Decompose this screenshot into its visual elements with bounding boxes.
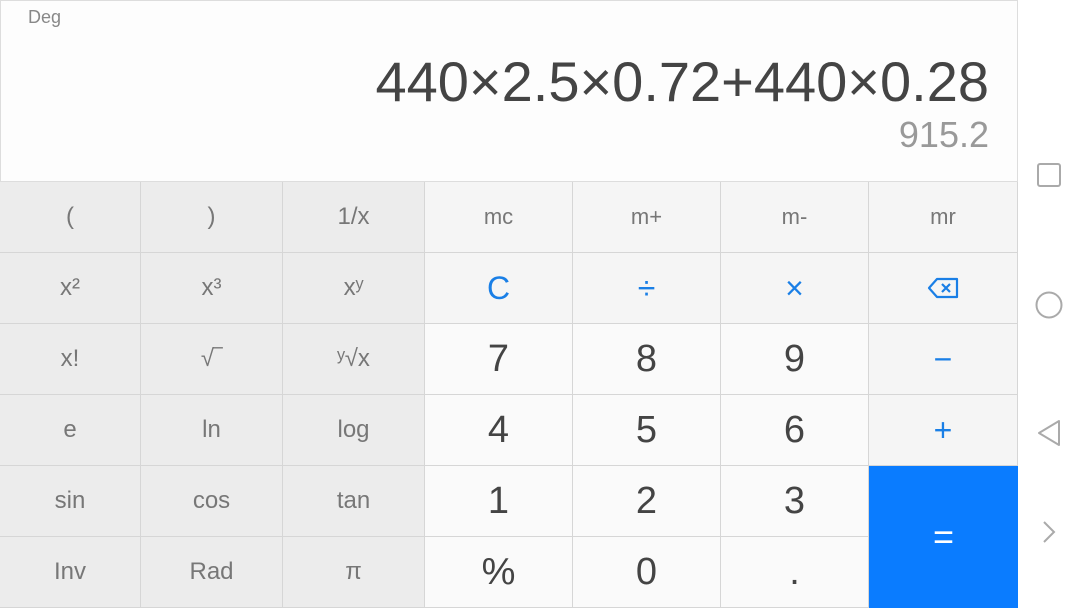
key-label: . <box>789 550 800 593</box>
digit-3-button[interactable]: 3 <box>721 466 869 537</box>
expression[interactable]: 440×2.5×0.72+440×0.28 <box>375 50 989 113</box>
close-paren-button[interactable]: ) <box>141 182 283 253</box>
key-label: 3 <box>783 479 806 522</box>
key-label: + <box>933 411 953 448</box>
key-label: e <box>63 416 77 443</box>
key-label: m+ <box>630 204 663 229</box>
key-label: xʸ <box>343 274 364 301</box>
rad-button[interactable]: Rad <box>141 537 283 608</box>
power-button[interactable]: xʸ <box>283 253 425 324</box>
key-label: C <box>486 269 511 306</box>
minus-button[interactable]: − <box>869 324 1018 395</box>
key-label: 1 <box>487 479 510 522</box>
angle-mode-indicator: Deg <box>28 7 62 27</box>
tan-button[interactable]: tan <box>283 466 425 537</box>
percent-button[interactable]: % <box>425 537 573 608</box>
root-button[interactable]: ʸ√x <box>283 324 425 395</box>
key-label: 5 <box>635 408 658 451</box>
clear-button[interactable]: C <box>425 253 573 324</box>
key-label: % <box>481 550 516 593</box>
equals-button[interactable]: = <box>869 466 1018 608</box>
memory-clear-button[interactable]: mc <box>425 182 573 253</box>
digit-1-button[interactable]: 1 <box>425 466 573 537</box>
key-label: tan <box>336 487 371 514</box>
key-label: 0 <box>635 550 658 593</box>
back-icon <box>1038 420 1060 446</box>
display: Deg 440×2.5×0.72+440×0.28 915.2 <box>0 0 1018 182</box>
plus-button[interactable]: + <box>869 395 1018 466</box>
calculator: Deg 440×2.5×0.72+440×0.28 915.2 () 1/x mc m… <box>0 0 1018 608</box>
reciprocal-button[interactable]: 1/x <box>283 182 425 253</box>
result-preview: 915.2 <box>898 114 989 155</box>
key-label: ʸ√x <box>337 345 370 372</box>
key-label: x³ <box>201 274 222 301</box>
backspace-button[interactable] <box>869 253 1018 324</box>
key-label: x! <box>60 345 80 372</box>
key-label: x² <box>60 274 80 301</box>
digit-8-button[interactable]: 8 <box>573 324 721 395</box>
key-label: 4 <box>487 408 510 451</box>
cos-button[interactable]: cos <box>141 466 283 537</box>
inverse-button[interactable]: Inv <box>0 537 141 608</box>
memory-subtract-button[interactable]: m- <box>721 182 869 253</box>
key-label: ) <box>207 203 216 230</box>
key-label: √‾ <box>200 345 223 372</box>
key-label: ÷ <box>637 269 656 306</box>
digit-0-button[interactable]: 0 <box>573 537 721 608</box>
home-button[interactable] <box>1018 290 1080 320</box>
square-button[interactable]: x² <box>0 253 141 324</box>
keypad: () 1/x mc m+ m-mr x² x³ xʸ C ÷ × x! √‾ ʸ√x 7 8 9 − e ln log 4… <box>0 182 1018 608</box>
key-label: cos <box>192 487 231 514</box>
digit-9-button[interactable]: 9 <box>721 324 869 395</box>
key-label: = <box>932 516 955 557</box>
pi-button[interactable]: π <box>283 537 425 608</box>
expand-icon <box>1043 521 1056 543</box>
key-label: 2 <box>635 479 658 522</box>
sqrt-button[interactable]: √‾ <box>141 324 283 395</box>
sin-button[interactable]: sin <box>0 466 141 537</box>
key-label: × <box>785 269 804 306</box>
key-label: 9 <box>783 337 806 380</box>
navigation-bar <box>1018 0 1080 608</box>
key-label: mr <box>930 204 956 229</box>
expand-button[interactable] <box>1018 519 1080 545</box>
key-label: log <box>337 416 370 443</box>
key-label: sin <box>54 487 86 514</box>
key-label: π <box>345 558 362 585</box>
factorial-button[interactable]: x! <box>0 324 141 395</box>
memory-recall-button[interactable]: mr <box>869 182 1018 253</box>
ln-button[interactable]: ln <box>141 395 283 466</box>
backspace-icon <box>927 277 959 299</box>
digit-7-button[interactable]: 7 <box>425 324 573 395</box>
decimal-button[interactable]: . <box>721 537 869 608</box>
key-label: mc <box>483 204 514 229</box>
digit-4-button[interactable]: 4 <box>425 395 573 466</box>
digit-2-button[interactable]: 2 <box>573 466 721 537</box>
open-paren-button[interactable]: ( <box>0 182 141 253</box>
digit-5-button[interactable]: 5 <box>573 395 721 466</box>
key-label: m- <box>781 204 808 229</box>
key-label: 6 <box>783 408 806 451</box>
key-label: − <box>933 340 953 377</box>
key-label: Rad <box>189 558 234 585</box>
key-label: ( <box>66 203 74 230</box>
key-label: ln <box>202 416 221 443</box>
e-button[interactable]: e <box>0 395 141 466</box>
log-button[interactable]: log <box>283 395 425 466</box>
recents-button[interactable] <box>1018 162 1080 188</box>
home-icon <box>1035 291 1063 319</box>
key-label: 7 <box>487 337 510 380</box>
recents-icon <box>1037 163 1061 187</box>
memory-add-button[interactable]: m+ <box>573 182 721 253</box>
cube-button[interactable]: x³ <box>141 253 283 324</box>
back-button[interactable] <box>1018 418 1080 448</box>
multiply-button[interactable]: × <box>721 253 869 324</box>
key-label: Inv <box>53 558 86 585</box>
divide-button[interactable]: ÷ <box>573 253 721 324</box>
key-label: 8 <box>635 337 658 380</box>
digit-6-button[interactable]: 6 <box>721 395 869 466</box>
key-label: 1/x <box>337 203 370 230</box>
